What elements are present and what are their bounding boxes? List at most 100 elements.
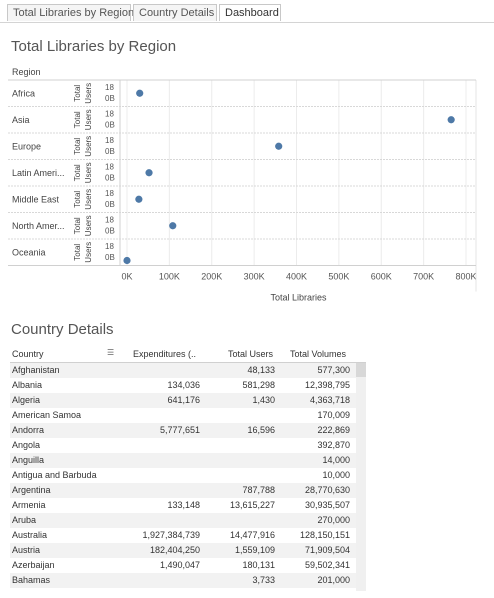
cell-country: Anguilla	[12, 455, 45, 465]
cell-total-users: 3,733	[252, 575, 275, 585]
x-tick-label: 100K	[159, 272, 180, 282]
tab-total-libraries-by-region[interactable]: Total Libraries by Region	[7, 4, 134, 21]
y-axis-title: Total	[73, 138, 82, 155]
cell-expenditures: 1,490,047	[159, 560, 200, 570]
cell-total-volumes: 392,870	[317, 440, 350, 450]
x-tick-label: 400K	[286, 272, 307, 282]
col-header-total-users[interactable]: Total Users	[228, 349, 274, 359]
table-row[interactable]: Angola 392,870	[10, 438, 366, 453]
table-row[interactable]: Albania 134,036 581,298 12,398,795	[10, 378, 366, 393]
chart-title: Total Libraries by Region	[11, 38, 177, 55]
region-column-header: Region	[12, 67, 41, 77]
cell-country: Austria	[12, 545, 41, 555]
cell-total-users: 1,430	[252, 395, 275, 405]
region-label: North Amer...	[12, 221, 65, 231]
x-axis-title: Total Libraries	[270, 293, 327, 303]
cell-country: American Samoa	[12, 410, 82, 420]
table-scrollbar[interactable]	[356, 363, 366, 591]
table-row[interactable]: Andorra 5,777,651 16,596 222,869	[10, 423, 366, 438]
y-axis-title: Total	[73, 111, 82, 128]
cell-total-volumes: 128,150,151	[299, 530, 350, 540]
cell-expenditures: 641,176	[167, 395, 200, 405]
table-row[interactable]: Bahamas 3,733 201,000	[10, 573, 366, 588]
table-row[interactable]: Argentina 787,788 28,770,630	[10, 483, 366, 498]
sheet-tab-bar: Total Libraries by Region Country Detail…	[0, 0, 494, 23]
table-row[interactable]: Afghanistan 48,133 577,300	[10, 363, 366, 378]
cell-total-users: 581,298	[242, 380, 275, 390]
x-tick-label: 0K	[121, 272, 132, 282]
cell-country: Antigua and Barbuda	[12, 470, 97, 480]
y-tick-label: 0B	[105, 174, 115, 183]
region-label: Oceania	[12, 247, 46, 257]
y-tick-label: 0B	[105, 147, 115, 156]
cell-total-volumes: 14,000	[322, 455, 350, 465]
y-axis-title: Users	[84, 136, 93, 157]
region-label: Africa	[12, 88, 35, 98]
table-row[interactable]: Aruba 270,000	[10, 513, 366, 528]
table-row[interactable]: Anguilla 14,000	[10, 453, 366, 468]
region-label: Latin Ameri...	[12, 168, 65, 178]
country-details-table: Country ☰ Expenditures (.. Total Users T…	[10, 348, 366, 588]
cell-total-users: 787,788	[242, 485, 275, 495]
cell-country: Albania	[12, 380, 43, 390]
table-row[interactable]: Azerbaijan 1,490,047 180,131 59,502,341	[10, 558, 366, 573]
col-header-country[interactable]: Country	[12, 349, 44, 359]
table-row[interactable]: Antigua and Barbuda 10,000	[10, 468, 366, 483]
x-tick-label: 700K	[413, 272, 434, 282]
col-header-total-volumes[interactable]: Total Volumes	[290, 349, 347, 359]
table-row[interactable]: American Samoa 170,009	[10, 408, 366, 423]
table-title: Country Details	[11, 321, 114, 338]
data-point	[135, 195, 143, 203]
cell-country: Andorra	[12, 425, 45, 435]
cell-total-volumes: 59,502,341	[304, 560, 350, 570]
y-axis-title: Users	[84, 242, 93, 263]
cell-country: Aruba	[12, 515, 37, 525]
y-tick-label: 0B	[105, 94, 115, 103]
cell-total-volumes: 270,000	[317, 515, 350, 525]
y-axis-title: Users	[84, 162, 93, 183]
col-header-expenditures[interactable]: Expenditures (..	[133, 349, 197, 359]
cell-country: Algeria	[12, 395, 41, 405]
table-row[interactable]: Austria 182,404,250 1,559,109 71,909,504	[10, 543, 366, 558]
cell-total-users: 14,477,916	[229, 530, 275, 540]
table-body: Afghanistan 48,133 577,300 Albania 134,036 58…	[10, 363, 366, 588]
y-tick-label: 18	[105, 110, 114, 119]
cell-total-volumes: 201,000	[317, 575, 350, 585]
tab-country-details[interactable]: Country Details	[133, 4, 217, 21]
cell-total-users: 180,131	[242, 560, 275, 570]
cell-total-volumes: 4,363,718	[309, 395, 350, 405]
y-tick-label: 18	[105, 83, 114, 92]
table-row[interactable]: Australia 1,927,384,739 14,477,916 128,150,…	[10, 528, 366, 543]
tab-dashboard[interactable]: Dashboard	[219, 4, 281, 21]
cell-total-users: 48,133	[247, 365, 275, 375]
y-tick-label: 18	[105, 163, 114, 172]
y-tick-label: 0B	[105, 200, 115, 209]
y-axis-title: Total	[73, 191, 82, 208]
table-row[interactable]: Armenia 133,148 13,615,227 30,935,507	[10, 498, 366, 513]
cell-country: Angola	[12, 440, 41, 450]
table-scrollbar-thumb[interactable]	[356, 363, 366, 377]
y-axis-title: Total	[73, 164, 82, 181]
x-tick-label: 300K	[244, 272, 265, 282]
y-tick-label: 18	[105, 136, 114, 145]
y-axis-title: Users	[84, 109, 93, 130]
y-axis-title: Users	[84, 189, 93, 210]
sort-icon[interactable]: ☰	[107, 348, 115, 357]
data-point	[169, 222, 177, 230]
y-tick-label: 0B	[105, 121, 115, 130]
cell-total-volumes: 12,398,795	[304, 380, 350, 390]
y-axis-title: Total	[73, 217, 82, 234]
cell-expenditures: 134,036	[167, 380, 200, 390]
region-label: Asia	[12, 115, 30, 125]
region-label: Middle East	[12, 194, 60, 204]
y-tick-label: 18	[105, 242, 114, 251]
cell-total-volumes: 71,909,504	[304, 545, 350, 555]
region-label: Europe	[12, 141, 41, 151]
y-tick-label: 18	[105, 216, 114, 225]
cell-total-users: 13,615,227	[229, 500, 275, 510]
x-tick-label: 600K	[371, 272, 392, 282]
cell-total-volumes: 170,009	[317, 410, 350, 420]
table-row[interactable]: Algeria 641,176 1,430 4,363,718	[10, 393, 366, 408]
cell-expenditures: 1,927,384,739	[142, 530, 200, 540]
x-tick-label: 500K	[328, 272, 349, 282]
